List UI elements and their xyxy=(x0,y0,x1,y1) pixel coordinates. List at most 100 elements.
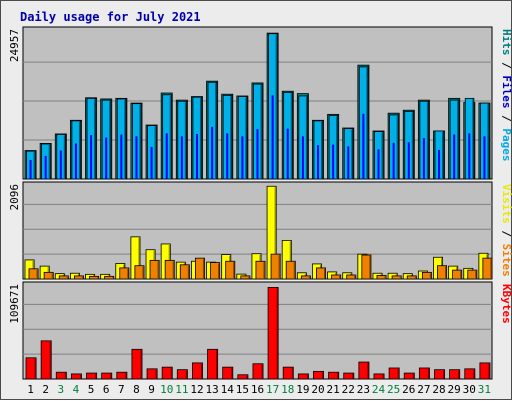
bar-sites-11-shade xyxy=(187,265,190,279)
bar-pages-17-shade xyxy=(275,34,277,180)
bar-files-4 xyxy=(74,143,77,179)
bar-sites-23 xyxy=(361,254,372,280)
bar-pages-29-shade xyxy=(457,101,459,179)
bar-visits-17-shade xyxy=(274,187,276,279)
bar-kbytes-29-fill xyxy=(449,369,461,380)
bar-sites-24-fill xyxy=(376,275,387,280)
bar-sites-16-shade xyxy=(263,262,265,279)
bar-kbytes-11 xyxy=(176,369,188,380)
x-tick-label: 23 xyxy=(357,383,370,396)
legend-entry: / xyxy=(500,224,512,244)
bar-files-11 xyxy=(180,136,183,179)
x-tick-label: 20 xyxy=(311,383,324,396)
bar-sites-28 xyxy=(437,265,448,280)
bar-sites-2 xyxy=(43,271,54,280)
bar-sites-4-shade xyxy=(81,276,84,279)
bar-sites-23-fill xyxy=(361,254,372,280)
bar-sites-26 xyxy=(406,275,417,280)
bar-sites-29-shade xyxy=(460,271,462,279)
bar-sites-30 xyxy=(467,269,478,280)
bar-sites-21-shade xyxy=(339,276,341,279)
bar-sites-31-shade xyxy=(490,259,492,279)
bar-sites-27-fill xyxy=(421,271,432,280)
bar-kbytes-15-shade xyxy=(246,375,248,379)
bar-kbytes-16-fill xyxy=(252,363,264,380)
bar-sites-11-fill xyxy=(179,264,190,280)
bar-sites-3-shade xyxy=(66,276,68,279)
bar-sites-3-fill xyxy=(58,275,69,280)
bar-kbytes-4-fill xyxy=(70,373,82,380)
legend-hits-files-pages: Hits / Files / Pages xyxy=(500,29,512,162)
bar-kbytes-18-shade xyxy=(291,368,293,379)
bar-kbytes-10-shade xyxy=(170,368,172,379)
bar-sites-20-fill xyxy=(316,267,326,280)
bar-sites-4 xyxy=(73,275,84,280)
bar-pages-25-shade xyxy=(396,115,398,179)
bar-pages-6-shade xyxy=(109,101,111,179)
bar-sites-14-fill xyxy=(225,260,236,280)
bar-files-28 xyxy=(438,149,441,179)
bar-kbytes-6-fill xyxy=(101,372,113,380)
bar-files-3 xyxy=(59,150,62,179)
bar-kbytes-14-shade xyxy=(231,368,233,379)
bar-kbytes-8-fill xyxy=(131,348,143,380)
bar-sites-27-shade xyxy=(429,273,432,279)
bar-kbytes-18-fill xyxy=(282,366,294,380)
bar-sites-9-shade xyxy=(157,261,159,279)
x-tick-label: 14 xyxy=(221,383,235,396)
bar-sites-8-shade xyxy=(142,266,144,279)
bar-visits-8-shade xyxy=(138,237,140,279)
bar-sites-5 xyxy=(89,275,100,280)
bar-pages-26-shade xyxy=(411,112,413,179)
bar-sites-7-fill xyxy=(119,267,130,280)
bar-kbytes-5 xyxy=(86,372,98,380)
bar-kbytes-1-fill xyxy=(25,357,37,380)
bar-files-15 xyxy=(241,136,244,179)
bar-kbytes-19 xyxy=(297,373,309,380)
x-tick-label: 28 xyxy=(432,383,445,396)
x-tick-label: 18 xyxy=(281,383,294,396)
bar-kbytes-21 xyxy=(328,371,340,380)
bar-sites-25-shade xyxy=(399,276,401,279)
ymax-label-visits-sites: 2096 xyxy=(8,184,21,211)
bar-pages-14-shade xyxy=(230,96,232,179)
bar-sites-10-shade xyxy=(172,261,174,279)
bar-sites-8-fill xyxy=(134,265,145,280)
bar-sites-10 xyxy=(164,259,175,280)
bar-sites-18-shade xyxy=(293,262,295,279)
x-tick-label: 24 xyxy=(372,383,386,396)
x-tick-label: 9 xyxy=(148,383,155,396)
bar-sites-1-fill xyxy=(28,268,39,280)
bar-kbytes-28-shade xyxy=(443,370,445,379)
x-tick-label: 1 xyxy=(27,383,34,396)
legend-entry: Sites xyxy=(500,244,512,277)
bar-files-9 xyxy=(150,146,153,179)
bar-sites-15-shade xyxy=(248,276,250,279)
bar-pages-22-shade xyxy=(351,129,353,179)
x-tick-label: 2 xyxy=(42,383,49,396)
bar-files-27 xyxy=(422,138,425,179)
bar-kbytes-27-fill xyxy=(418,367,430,380)
bar-kbytes-26-fill xyxy=(403,372,415,380)
bar-kbytes-25 xyxy=(388,367,400,380)
bar-sites-14 xyxy=(225,260,236,280)
bar-kbytes-24 xyxy=(373,373,385,380)
bar-sites-13-fill xyxy=(210,262,221,280)
bar-sites-21 xyxy=(331,274,342,280)
bar-kbytes-30 xyxy=(464,368,476,380)
bar-kbytes-6 xyxy=(101,372,113,380)
bar-kbytes-27-shade xyxy=(427,368,430,379)
x-tick-label: 12 xyxy=(190,383,203,396)
bar-sites-14-shade xyxy=(233,262,235,279)
bar-sites-22 xyxy=(346,274,357,280)
bar-kbytes-10 xyxy=(161,366,173,380)
x-tick-label: 19 xyxy=(296,383,309,396)
bar-pages-18-shade xyxy=(290,93,292,179)
bar-kbytes-10-fill xyxy=(161,366,173,380)
bar-kbytes-26 xyxy=(403,372,415,380)
x-tick-label: 15 xyxy=(236,383,249,396)
bar-sites-5-fill xyxy=(89,275,100,280)
bar-files-29 xyxy=(453,134,456,179)
legend-visits-sites: Visits / Sites xyxy=(500,184,512,277)
